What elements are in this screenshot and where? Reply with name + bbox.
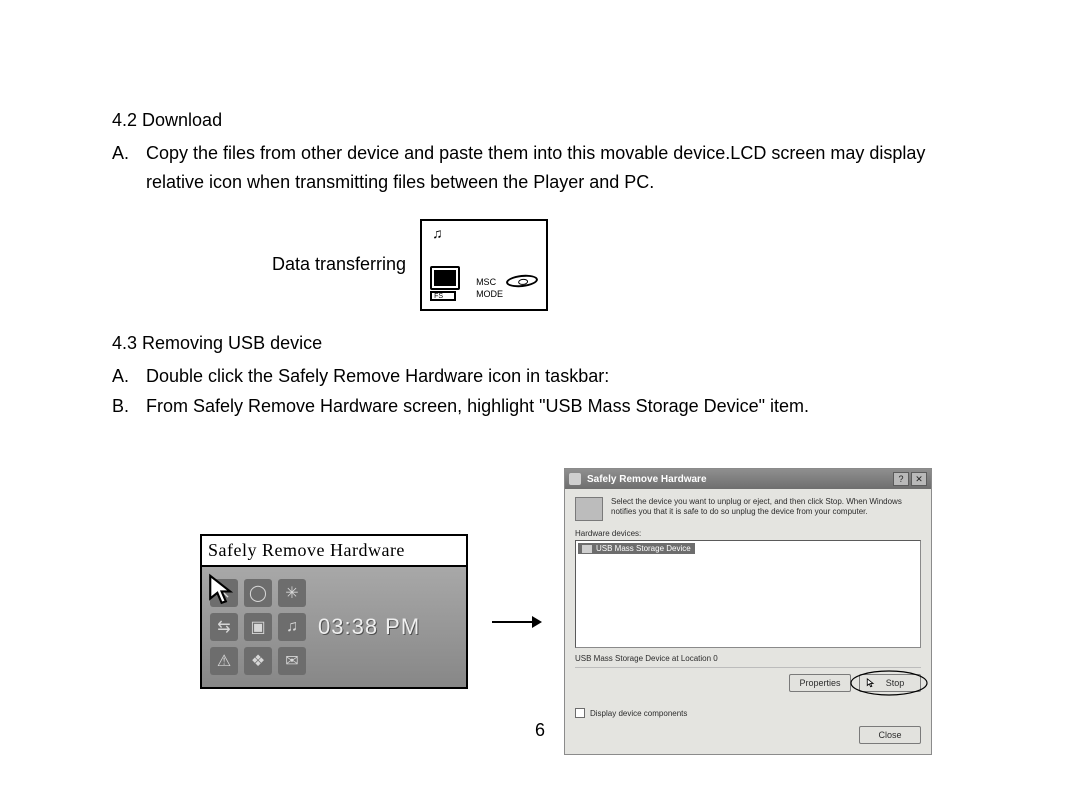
list-marker: A. — [112, 139, 146, 197]
tooltip-safely-remove: Safely Remove Hardware — [202, 536, 466, 567]
dialog-titlebar: Safely Remove Hardware ? ✕ — [565, 469, 931, 489]
display-components-checkbox[interactable] — [575, 708, 585, 718]
music-note-icon: ♫ — [432, 225, 443, 241]
properties-button[interactable]: Properties — [789, 674, 851, 692]
safely-remove-dialog: Safely Remove Hardware ? ✕ Select the de… — [564, 468, 932, 755]
fs-label: FS — [430, 291, 456, 301]
hardware-icon — [575, 497, 603, 521]
disk-icon — [506, 273, 539, 288]
tray-icon[interactable]: ⚠ — [210, 647, 238, 675]
dialog-instruction-text: Select the device you want to unplug or … — [611, 497, 921, 521]
tray-icon[interactable]: ♫ — [278, 613, 306, 641]
list-text: Double click the Safely Remove Hardware … — [146, 362, 968, 391]
hardware-devices-label: Hardware devices: — [575, 529, 921, 538]
data-transfer-figure: Data transferring ♫ FS MSC MODE — [272, 219, 968, 311]
tray-icon[interactable]: ↖ — [210, 579, 238, 607]
emphasis-circle-icon — [849, 669, 929, 697]
tray-icon-grid: ↖ ◯ ✳ ⇆ ▣ ♫ ⚠ ❖ ✉ — [210, 579, 306, 675]
device-list-item-selected[interactable]: USB Mass Storage Device — [578, 543, 695, 554]
section-4-2-item-a: A. Copy the files from other device and … — [112, 139, 968, 197]
system-tray: ↖ ◯ ✳ ⇆ ▣ ♫ ⚠ ❖ ✉ 03:38 PM — [202, 567, 466, 687]
help-button[interactable]: ? — [893, 472, 909, 486]
data-transfer-label: Data transferring — [272, 254, 406, 275]
section-4-2-heading: 4.2 Download — [112, 110, 968, 131]
section-4-3-item-b: B. From Safely Remove Hardware screen, h… — [112, 392, 968, 421]
mode-label: MODE — [476, 289, 503, 301]
arrow-right-icon — [490, 614, 542, 630]
list-text: From Safely Remove Hardware screen, high… — [146, 392, 968, 421]
close-window-button[interactable]: ✕ — [911, 472, 927, 486]
page-number: 6 — [0, 720, 1080, 741]
section-4-3-heading: 4.3 Removing USB device — [112, 333, 968, 354]
hardware-device-list[interactable]: USB Mass Storage Device — [575, 540, 921, 648]
tray-icon[interactable]: ✳ — [278, 579, 306, 607]
tray-icon[interactable]: ⇆ — [210, 613, 238, 641]
section-4-3-item-a: A. Double click the Safely Remove Hardwa… — [112, 362, 968, 391]
screenshot-figures: Safely Remove Hardware ↖ ◯ ✳ ⇆ ▣ ♫ ⚠ ❖ ✉… — [200, 468, 932, 755]
computer-icon: FS — [430, 266, 468, 301]
display-components-label: Display device components — [590, 709, 687, 718]
list-text: Copy the files from other device and pas… — [146, 139, 968, 197]
taskbar-clock: 03:38 PM — [318, 614, 420, 640]
tray-icon[interactable]: ▣ — [244, 613, 272, 641]
device-name: USB Mass Storage Device — [596, 544, 691, 553]
tray-icon[interactable]: ❖ — [244, 647, 272, 675]
lcd-screen-diagram: ♫ FS MSC MODE — [420, 219, 548, 311]
lcd-mode-label: MSC MODE — [476, 277, 503, 300]
tray-icon[interactable]: ✉ — [278, 647, 306, 675]
dialog-title-icon — [569, 473, 581, 485]
dialog-title-text: Safely Remove Hardware — [587, 474, 887, 485]
manual-page: 4.2 Download A. Copy the files from othe… — [112, 110, 968, 423]
list-marker: A. — [112, 362, 146, 391]
msc-label: MSC — [476, 277, 503, 289]
usb-device-icon — [582, 545, 592, 553]
device-status-text: USB Mass Storage Device at Location 0 — [575, 654, 921, 668]
taskbar-screenshot: Safely Remove Hardware ↖ ◯ ✳ ⇆ ▣ ♫ ⚠ ❖ ✉… — [200, 534, 468, 689]
list-marker: B. — [112, 392, 146, 421]
tray-icon[interactable]: ◯ — [244, 579, 272, 607]
dialog-body: Select the device you want to unplug or … — [565, 489, 931, 754]
